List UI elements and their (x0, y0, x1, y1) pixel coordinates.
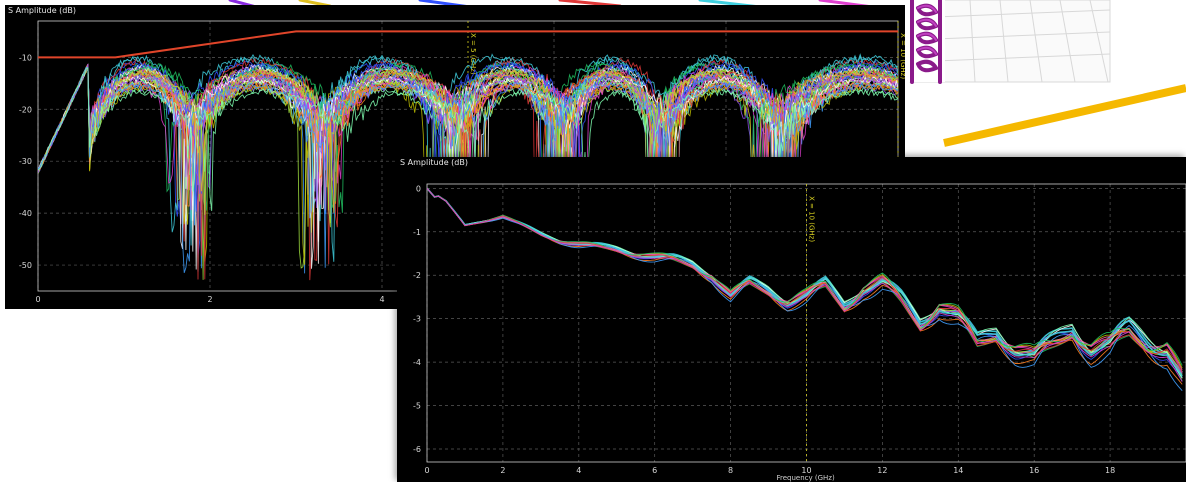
x-tick-label: 18 (1105, 466, 1115, 475)
yellow-accent-stripe (943, 84, 1186, 147)
x-tick-label: 10 (801, 466, 811, 475)
data-series-line (427, 188, 1183, 374)
x-tick-label: 4 (379, 295, 384, 304)
y-tick-label: -1 (413, 228, 421, 237)
data-series-line (427, 188, 1183, 385)
data-series-line (427, 188, 1183, 377)
y-tick-label: 0 (416, 184, 421, 193)
data-series-line (38, 63, 898, 212)
data-series-line (427, 188, 1183, 373)
chart-bottom-panel: 0 2 4 6 8 10 12 14 16 18 0 -1 -2 -3 -4 -5 -6 X = 10 (GHz)… (397, 157, 1186, 482)
data-series-line (427, 187, 1183, 377)
marker-label: X = 10 (GHz) (808, 196, 816, 242)
chart-bottom-svg: 0 2 4 6 8 10 12 14 16 18 0 -1 -2 -3 -4 -5 -6 X = 10 (GHz) (413, 183, 1186, 475)
y-tick-label: -50 (19, 261, 32, 270)
data-series-line (427, 188, 1183, 379)
chart-bottom-title: S Amplitude (dB) (400, 158, 468, 167)
data-series-line (427, 188, 1183, 382)
mask-limit-line (38, 30, 898, 59)
data-series-line (38, 67, 898, 192)
y-tick-label: -3 (413, 315, 421, 324)
data-series-line (427, 188, 1183, 379)
chart-top-title: S Amplitude (dB) (8, 6, 76, 15)
data-series-line (38, 66, 898, 274)
data-series-line (427, 188, 1183, 375)
data-series-line (427, 188, 1183, 379)
y-tick-label: -10 (19, 53, 32, 62)
x-tick-label: 6 (652, 466, 657, 475)
data-series-line (427, 188, 1183, 373)
x-tick-label: 14 (953, 466, 963, 475)
series-group (427, 187, 1183, 391)
marker-label: X = 10 (GHz) (899, 33, 905, 79)
y-tick-label: -6 (413, 445, 421, 454)
data-series-line (427, 187, 1183, 373)
x-tick-label: 8 (728, 466, 733, 475)
chart-bottom-xlabel: Frequency (GHz) (776, 474, 835, 482)
x-tick-label: 0 (424, 466, 429, 475)
data-series-line (38, 63, 898, 179)
y-tick-label: -30 (19, 157, 32, 166)
data-series-line (38, 61, 898, 234)
x-tick-label: 2 (207, 295, 212, 304)
x-tick-label: 4 (576, 466, 581, 475)
y-tick-label: -2 (413, 271, 421, 280)
x-tick-label: 12 (877, 466, 887, 475)
x-tick-label: 2 (500, 466, 505, 475)
y-tick-label: -4 (413, 358, 421, 367)
x-tick-label: 0 (35, 295, 40, 304)
series-group (38, 53, 898, 281)
data-series-line (427, 188, 1183, 369)
data-series-line (427, 188, 1183, 378)
data-series-line (427, 188, 1183, 382)
data-series-line (427, 188, 1183, 371)
y-tick-label: -20 (19, 105, 32, 114)
y-tick-label: -40 (19, 209, 32, 218)
data-series-line (38, 66, 898, 231)
y-tick-label: -5 (413, 402, 421, 411)
x-tick-label: 16 (1029, 466, 1039, 475)
marker-label: X = 5 (GHz) (469, 33, 477, 75)
